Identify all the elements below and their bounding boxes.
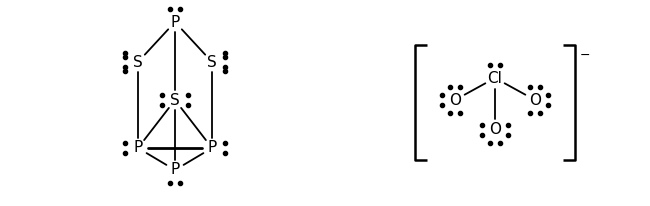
Text: O: O [529, 92, 541, 108]
Text: P: P [170, 14, 179, 29]
Text: S: S [207, 55, 217, 69]
Text: O: O [489, 123, 501, 137]
Text: O: O [449, 92, 461, 108]
Text: P: P [133, 140, 142, 156]
Text: P: P [207, 140, 216, 156]
Text: Cl: Cl [488, 70, 502, 85]
Text: P: P [170, 163, 179, 178]
Text: S: S [133, 55, 143, 69]
Text: −: − [580, 49, 590, 62]
Text: S: S [170, 92, 180, 108]
